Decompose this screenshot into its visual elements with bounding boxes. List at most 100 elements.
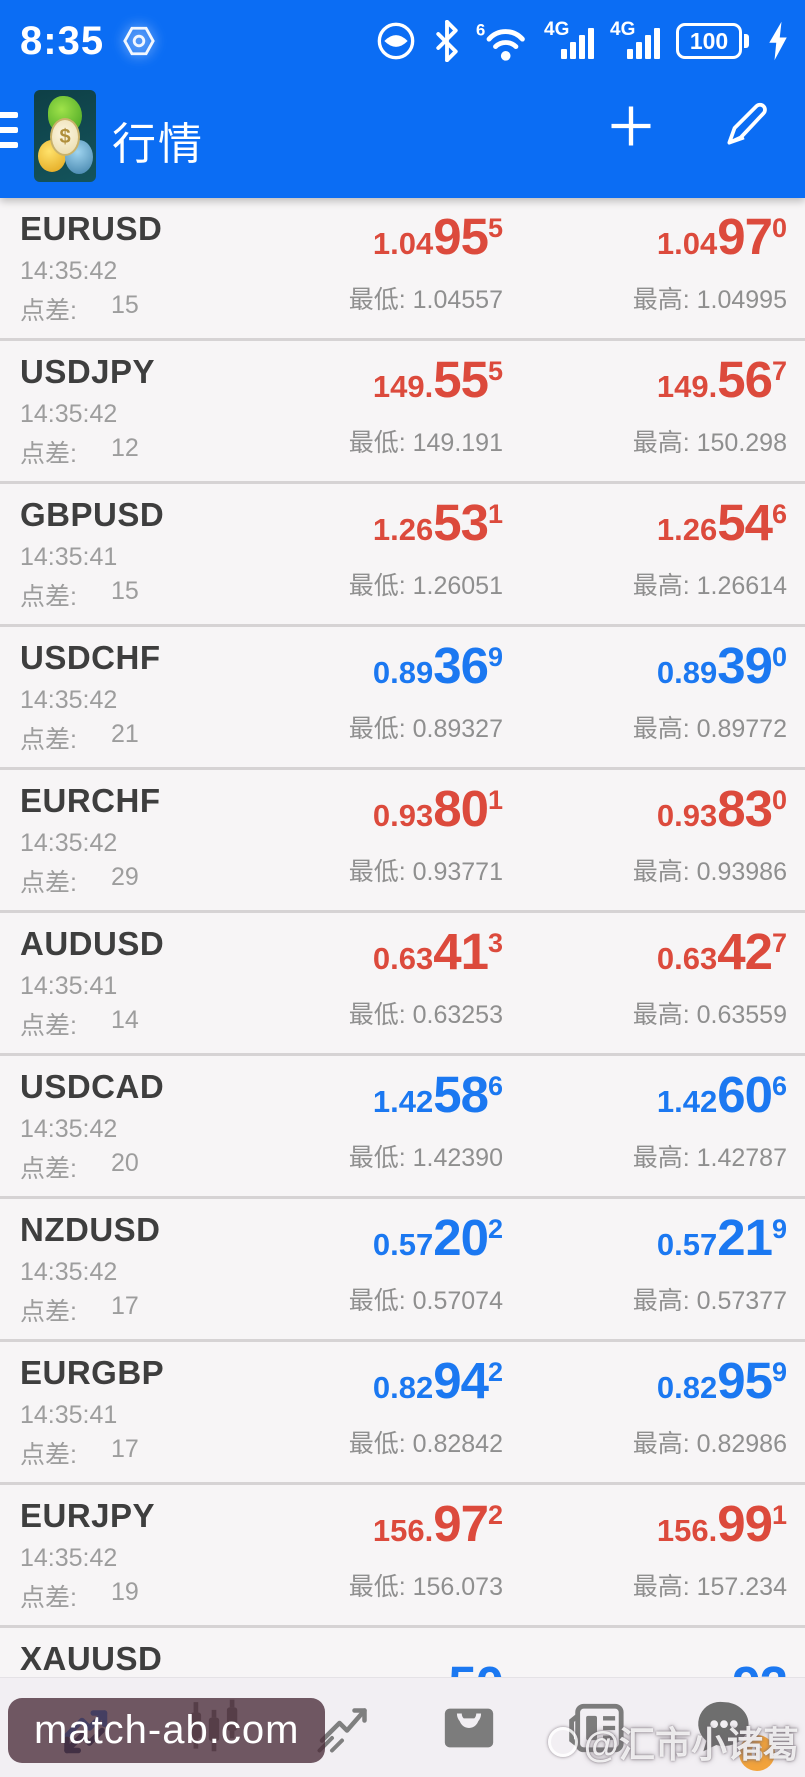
low-line: 最低: 149.191 [315, 423, 503, 459]
ask-price: 1.04970 [656, 208, 787, 265]
clock: 8:35 [20, 18, 105, 63]
quote-time: 14:35:42 [20, 829, 118, 857]
quote-row[interactable]: USDCAD 14:35:42 点差: 20 1.42586 最低: 1.423… [0, 1056, 805, 1199]
bid-price: 0.89369 [372, 637, 503, 694]
spread-line: 点差: 12 [20, 434, 315, 470]
low-value: 149.191 [412, 428, 503, 457]
high-label: 最高: [632, 1286, 690, 1315]
symbol-name: NZDUSD [20, 1211, 161, 1248]
high-label: 最高: [632, 1572, 690, 1601]
low-label: 最低: [348, 1286, 406, 1315]
spread-line: 点差: 29 [20, 863, 315, 899]
high-line: 最高: 0.93986 [539, 852, 787, 888]
bid-price: 0.82942 [372, 1352, 503, 1409]
high-line: 最高: 1.42787 [539, 1138, 787, 1174]
low-line: 最低: 0.82842 [315, 1424, 503, 1460]
spread-value: 15 [110, 577, 139, 605]
high-label: 最高: [632, 714, 690, 743]
privacy-hexagon-icon [123, 26, 155, 56]
tab-messages[interactable]: 6 [689, 1693, 775, 1771]
tab-history[interactable] [434, 1693, 504, 1763]
low-value: 1.42390 [412, 1143, 503, 1172]
low-line: 最低: 0.93771 [315, 852, 503, 888]
spread-line: 点差: 15 [20, 291, 315, 327]
battery-icon: 100 [676, 23, 749, 59]
add-symbol-button[interactable] [605, 100, 657, 152]
spread-line: 点差: 17 [20, 1292, 315, 1328]
spread-line: 点差: 21 [20, 720, 315, 756]
high-line: 最高: 157.234 [539, 1567, 787, 1603]
quote-time: 14:35:42 [20, 686, 118, 714]
high-value: 0.89772 [696, 714, 787, 743]
ask-price: 0.57219 [656, 1209, 787, 1266]
ask-price: 0.93830 [656, 780, 787, 837]
quote-row[interactable]: GBPUSD 14:35:41 点差: 15 1.26531 最低: 1.260… [0, 484, 805, 627]
quote-row[interactable]: EURUSD 14:35:42 点差: 15 1.04955 最低: 1.045… [0, 198, 805, 341]
bluetooth-icon [436, 20, 458, 62]
menu-icon[interactable] [0, 112, 18, 148]
message-badge: 6 [738, 1734, 775, 1771]
high-line: 最高: 0.57377 [539, 1281, 787, 1317]
spread-line: 点差: 17 [20, 1435, 315, 1471]
quote-row[interactable]: NZDUSD 14:35:42 点差: 17 0.57202 最低: 0.570… [0, 1199, 805, 1342]
quote-row[interactable]: EURJPY 14:35:42 点差: 19 156.972 最低: 156.0… [0, 1485, 805, 1628]
bid-price: 0.63413 [372, 923, 503, 980]
symbol-name: USDCHF [20, 639, 161, 676]
spread-label: 点差: [20, 1155, 77, 1183]
battery-percent: 100 [676, 23, 742, 59]
spread-value: 15 [110, 291, 139, 319]
high-value: 157.234 [696, 1572, 787, 1601]
high-line: 最高: 0.89772 [539, 709, 787, 745]
high-value: 1.04995 [696, 285, 787, 314]
watermark-author-text: @汇市小诸葛 [583, 1724, 799, 1765]
low-label: 最低: [348, 857, 406, 886]
status-icons: 6 4G 4G 100 [374, 19, 791, 62]
high-value: 1.26614 [696, 571, 787, 600]
bid-price: 1.42586 [372, 1066, 503, 1123]
high-label: 最高: [632, 1143, 690, 1172]
high-value: 0.63559 [696, 1000, 787, 1029]
ask-price: 0.63427 [656, 923, 787, 980]
low-value: 1.26051 [412, 571, 503, 600]
quote-row[interactable]: AUDUSD 14:35:41 点差: 14 0.63413 最低: 0.632… [0, 913, 805, 1056]
quote-row[interactable]: EURGBP 14:35:41 点差: 17 0.82942 最低: 0.828… [0, 1342, 805, 1485]
ask-price: 0.82959 [656, 1352, 787, 1409]
signal-4g-icon-1: 4G [544, 19, 594, 61]
quote-row[interactable]: EURCHF 14:35:42 点差: 29 0.93801 最低: 0.937… [0, 770, 805, 913]
high-label: 最高: [632, 571, 690, 600]
spread-label: 点差: [20, 1298, 77, 1326]
quote-time: 14:35:41 [20, 1401, 118, 1429]
low-label: 最低: [348, 428, 406, 457]
low-value: 0.57074 [412, 1286, 503, 1315]
chat-bubble-icon [698, 1701, 749, 1751]
quote-row[interactable]: USDJPY 14:35:42 点差: 12 149.555 最低: 149.1… [0, 341, 805, 484]
edit-button[interactable] [721, 101, 771, 151]
high-value: 0.57377 [696, 1286, 787, 1315]
low-line: 最低: 1.26051 [315, 566, 503, 602]
low-value: 156.073 [412, 1572, 503, 1601]
high-label: 最高: [632, 285, 690, 314]
quote-time: 14:35:42 [20, 1544, 118, 1572]
spread-value: 19 [110, 1578, 139, 1606]
status-bar: 8:35 6 [0, 0, 805, 76]
spread-label: 点差: [20, 583, 77, 611]
spread-value: 17 [110, 1435, 139, 1463]
quote-time: 14:35:42 [20, 400, 118, 428]
ask-price: 1.42606 [656, 1066, 787, 1123]
quote-row[interactable]: USDCHF 14:35:42 点差: 21 0.89369 最低: 0.893… [0, 627, 805, 770]
high-line: 最高: 150.298 [539, 423, 787, 459]
spread-value: 17 [110, 1292, 139, 1320]
spread-line: 点差: 14 [20, 1006, 315, 1042]
low-line: 最低: 1.04557 [315, 280, 503, 316]
high-label: 最高: [632, 428, 690, 457]
watermark-author: @汇市小诸葛 [547, 1716, 799, 1768]
bid-price: 1.04955 [372, 208, 503, 265]
inbox-tray-icon [445, 1708, 494, 1747]
quote-time: 14:35:42 [20, 257, 118, 285]
low-value: 0.63253 [412, 1000, 503, 1029]
spread-label: 点差: [20, 1584, 77, 1612]
bid-price: 149.555 [372, 351, 503, 408]
spread-value: 12 [110, 434, 139, 462]
spread-label: 点差: [20, 726, 77, 754]
bid-price: 1.26531 [372, 494, 503, 551]
